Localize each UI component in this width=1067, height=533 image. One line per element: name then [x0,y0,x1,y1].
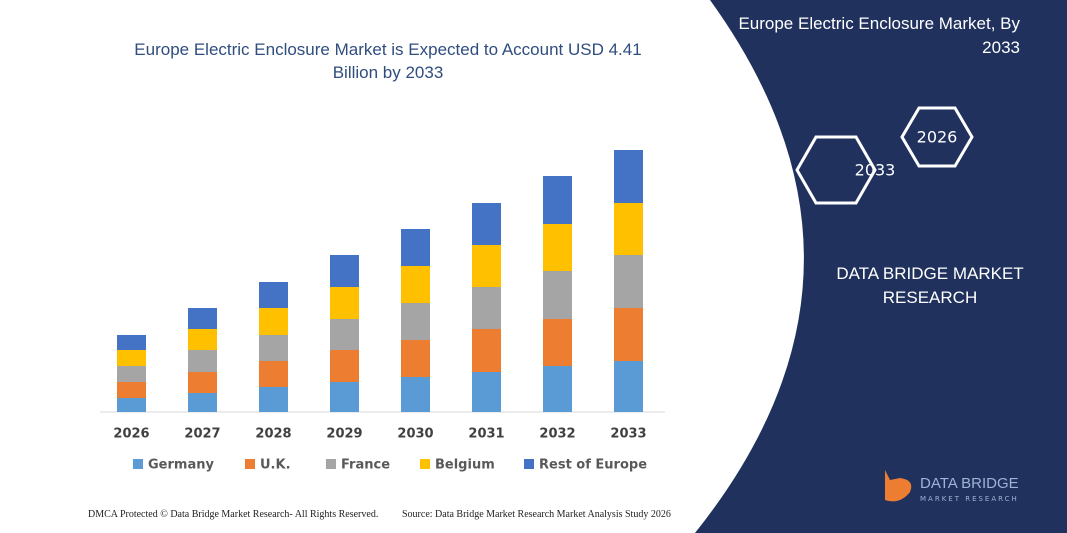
chart-title: Europe Electric Enclosure Market is Expe… [134,40,642,82]
legend-label: Belgium [435,458,495,473]
legend-swatch [524,459,534,469]
x-tick-label: 2028 [255,427,291,442]
bar-segment [117,335,146,350]
bar-segment [259,335,288,361]
footer-note: DMCA Protected © Data Bridge Market Rese… [88,509,379,520]
bar-segment [259,308,288,335]
bar-segment [330,350,359,382]
bar-segment [543,224,572,271]
legend-label: France [341,458,390,473]
bar-segment [188,350,217,372]
legend-label: Germany [148,458,214,473]
logo-text: MARKET RESEARCH [920,495,1019,503]
bar-segment [614,361,643,412]
bar-segment [401,266,430,303]
legend-swatch [326,459,336,469]
hexagon [795,135,877,205]
bar-segment [259,361,288,387]
bar-segment [472,329,501,372]
bar-segment [401,377,430,412]
hex-label: 2026 [917,128,958,147]
x-tick-label: 2029 [326,427,362,442]
bar-segment [330,382,359,412]
legend-swatch [420,459,430,469]
panel-heading: Europe Electric Enclosure Market, By 203… [738,14,1020,57]
bar-segment [401,229,430,266]
bar-segment [472,245,501,287]
bar-segment [117,382,146,398]
bar-segment [188,393,217,412]
bar-segment [117,366,146,382]
side-panel [695,0,1067,533]
bar-segment [259,282,288,308]
bar-segment [472,287,501,329]
bar-segment [117,398,146,412]
legend-swatch [133,459,143,469]
bar-segment [614,255,643,308]
x-tick-label: 2033 [610,427,646,442]
bar-segment [330,287,359,319]
bar-segment [614,150,643,203]
x-tick-label: 2032 [539,427,575,442]
bar-segment [543,319,572,366]
legend-label: U.K. [260,458,291,473]
bar-segment [614,203,643,255]
logo-text: DATA BRIDGE [920,475,1019,492]
bar-segment [543,271,572,319]
bar-segment [401,340,430,377]
bar-segment [330,319,359,350]
hex-label: 2033 [855,161,896,180]
logo-mark [885,470,912,502]
bar-segment [117,350,146,366]
bar-segment [188,329,217,350]
bar-segment [401,303,430,340]
x-tick-label: 2026 [113,427,149,442]
x-tick-label: 2030 [397,427,433,442]
company-name: DATA BRIDGE MARKET RESEARCH [836,264,1024,307]
legend-swatch [245,459,255,469]
bar-segment [188,372,217,393]
legend-label: Rest of Europe [539,458,647,473]
footer-source: Source: Data Bridge Market Research Mark… [402,509,671,520]
x-tick-label: 2027 [184,427,220,442]
bar-segment [330,255,359,287]
bar-segment [188,308,217,329]
bar-segment [472,203,501,245]
x-tick-label: 2031 [468,427,504,442]
hexagon [900,106,974,168]
bar-segment [259,387,288,412]
bar-segment [543,366,572,412]
bar-segment [614,308,643,361]
bar-segment [543,176,572,224]
bar-segment [472,372,501,412]
